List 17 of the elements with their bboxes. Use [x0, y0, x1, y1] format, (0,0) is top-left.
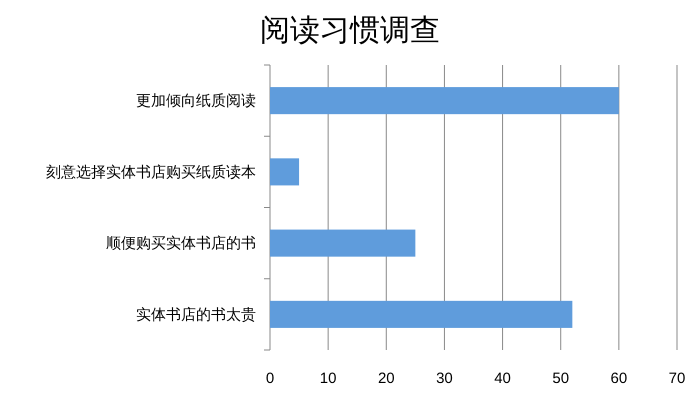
x-tick-label: 40: [494, 370, 511, 387]
bar: [270, 300, 572, 328]
y-tick-label: 顺便购买实体书店的书: [106, 235, 256, 252]
y-tick-label: 更加倾向纸质阅读: [136, 92, 256, 110]
x-tick-label: 0: [266, 370, 274, 387]
bar: [270, 230, 416, 257]
y-tick-label: 实体书店的书太贵: [136, 306, 256, 324]
x-tick-label: 60: [610, 370, 628, 387]
y-tick-label: 刻意选择实体书店购买纸质读本: [46, 164, 256, 181]
bar: [270, 158, 300, 186]
x-tick-label: 70: [668, 370, 686, 387]
x-tick-label: 30: [436, 370, 453, 387]
x-tick-label: 20: [378, 370, 395, 387]
x-tick-label: 50: [552, 370, 570, 387]
chart-title: 阅读习惯调查: [260, 14, 440, 47]
x-tick-label: 10: [320, 370, 336, 387]
bar: [270, 87, 619, 114]
